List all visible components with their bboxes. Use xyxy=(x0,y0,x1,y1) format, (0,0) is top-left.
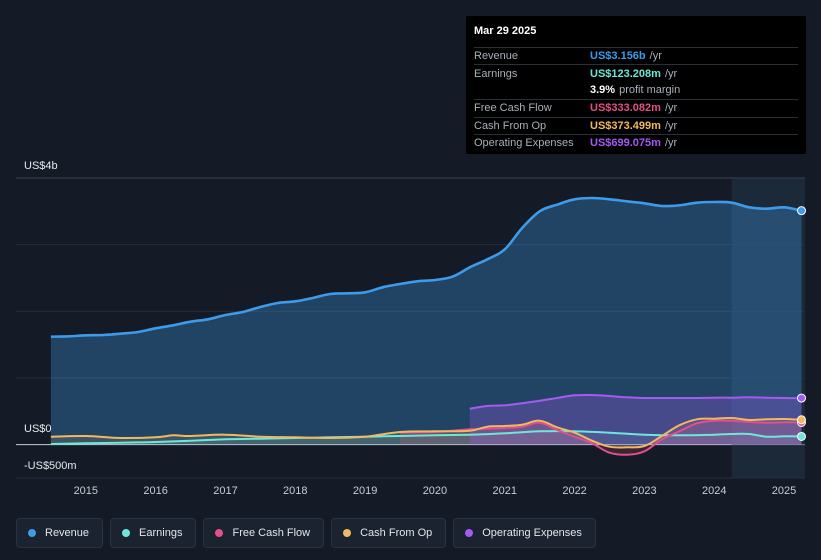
operating-expenses-end-marker xyxy=(797,393,807,403)
tooltip-unit: /yr xyxy=(649,50,662,63)
operating-expenses-area xyxy=(469,394,802,445)
tooltip-unit: /yr xyxy=(664,67,678,80)
x-tick-label: 2018 xyxy=(283,485,308,497)
y-axis-label-top: US$4b xyxy=(24,160,58,172)
x-tick-label: 2025 xyxy=(771,485,797,497)
x-tick-label: 2024 xyxy=(701,485,727,497)
tooltip-value: US$333.082m xyxy=(590,102,661,115)
legend-item-cash-from-op[interactable]: Cash From Op xyxy=(331,518,447,548)
legend-label: Cash From Op xyxy=(360,527,433,539)
revenue-line xyxy=(50,196,802,338)
cash-from-op-line xyxy=(50,416,802,449)
legend-dot-icon xyxy=(343,529,352,537)
tooltip-value: US$123.208m xyxy=(590,67,661,80)
tooltip-value: US$3.156b xyxy=(590,50,646,63)
tooltip-value: US$373.499m xyxy=(590,119,661,132)
x-tick-label: 2016 xyxy=(143,485,168,497)
tooltip-row-operating-expenses: Operating Expenses US$699.075m /yr xyxy=(474,133,798,151)
tooltip-value: US$699.075m xyxy=(590,137,661,150)
legend-item-earnings[interactable]: Earnings xyxy=(110,518,197,548)
tooltip-label: Earnings xyxy=(474,67,518,80)
earnings-end-marker xyxy=(797,431,807,441)
x-tick-label: 2023 xyxy=(632,485,657,497)
data-tooltip: Mar 29 2025 Revenue US$3.156b /yr Earnin… xyxy=(466,16,806,154)
legend-item-revenue[interactable]: Revenue xyxy=(16,518,104,548)
legend-dot-icon xyxy=(28,529,36,537)
tooltip-row-free-cash-flow: Free Cash Flow US$333.082m /yr xyxy=(474,99,798,116)
revenue-end-marker xyxy=(797,206,807,216)
legend-label: Operating Expenses xyxy=(482,527,582,539)
legend-dot-icon xyxy=(215,529,224,537)
legend-label: Earnings xyxy=(139,527,183,539)
x-tick-label: 2020 xyxy=(422,485,448,497)
earnings-line xyxy=(50,430,802,445)
x-tick-label: 2017 xyxy=(213,485,238,497)
legend-item-free-cash-flow[interactable]: Free Cash Flow xyxy=(203,518,325,548)
profit-margin-value: 3.9% xyxy=(590,84,616,97)
legend-dot-icon xyxy=(122,529,131,537)
y-axis-label-bottom: -US$500m xyxy=(24,460,77,472)
tooltip-unit: /yr xyxy=(664,119,678,132)
legend-dot-icon xyxy=(465,529,474,537)
tooltip-row-cash-from-op: Cash From Op US$373.499m /yr xyxy=(474,116,798,134)
tooltip-label: Free Cash Flow xyxy=(474,102,552,115)
legend-label: Free Cash Flow xyxy=(232,527,311,539)
profit-margin-text: profit margin xyxy=(619,84,681,97)
tooltip-row-earnings: Earnings US$123.208m /yr xyxy=(474,64,798,81)
tooltip-label: Operating Expenses xyxy=(474,137,574,150)
tooltip-unit: /yr xyxy=(664,102,678,115)
revenue-area xyxy=(50,198,802,445)
tooltip-profit-margin: 3.9% profit margin xyxy=(474,82,798,99)
chart-legend: Revenue Earnings Free Cash Flow Cash Fro… xyxy=(16,518,596,548)
x-tick-label: 2015 xyxy=(73,485,99,497)
tooltip-date: Mar 29 2025 xyxy=(474,25,537,37)
tooltip-unit: /yr xyxy=(664,137,678,150)
forecast-highlight-band xyxy=(731,178,805,478)
tooltip-label: Cash From Op xyxy=(474,119,547,132)
cash-from-op-end-marker xyxy=(797,415,807,425)
legend-item-operating-expenses[interactable]: Operating Expenses xyxy=(453,518,596,548)
y-axis-label-zero: US$0 xyxy=(24,423,52,435)
tooltip-row-revenue: Revenue US$3.156b /yr xyxy=(474,47,798,64)
x-tick-label: 2021 xyxy=(492,485,517,497)
operating-expenses-line xyxy=(469,393,802,410)
x-tick-label: 2019 xyxy=(352,485,378,497)
tooltip-label: Revenue xyxy=(474,50,519,63)
earnings-area xyxy=(50,431,802,445)
x-tick-label: 2022 xyxy=(562,485,587,497)
legend-label: Revenue xyxy=(45,527,90,539)
